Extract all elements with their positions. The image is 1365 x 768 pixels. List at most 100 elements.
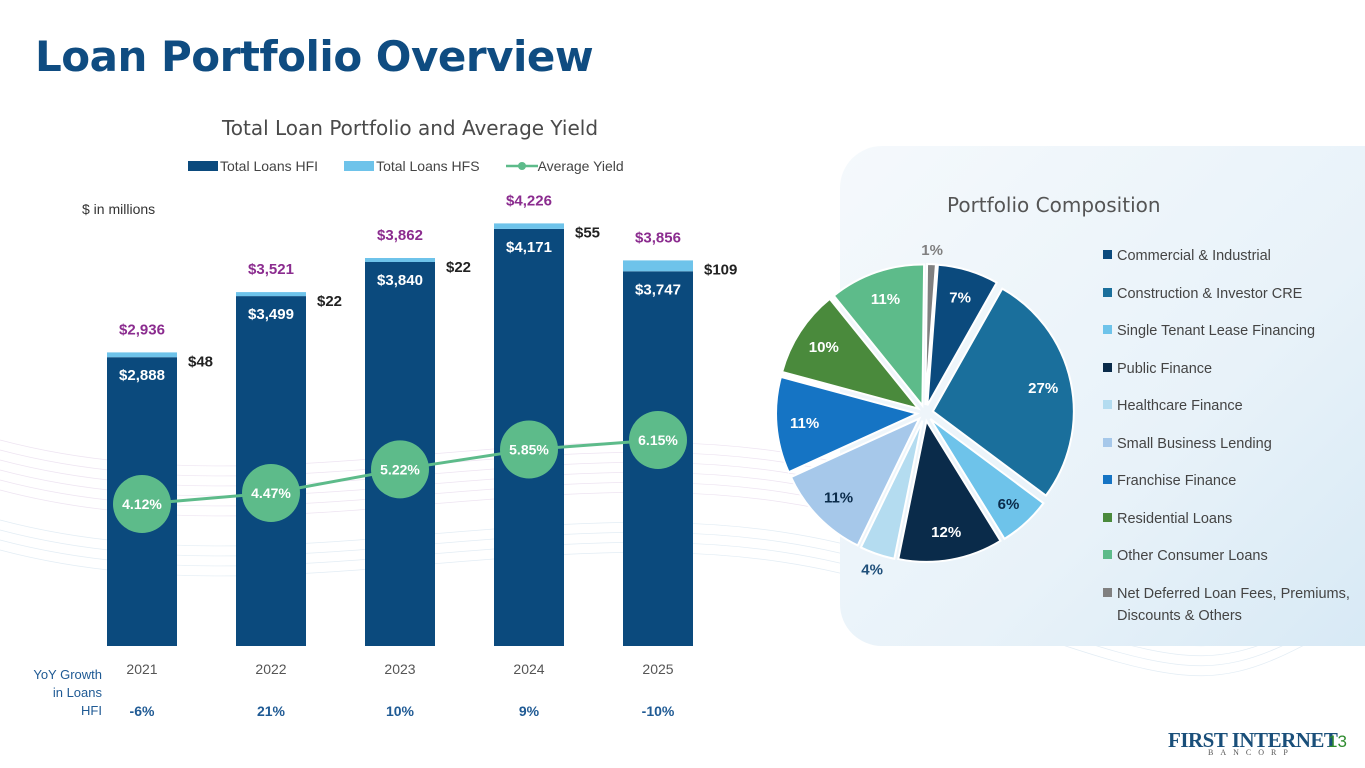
yield-label-2023: 5.22% <box>380 461 420 477</box>
pie-legend-swatch-other-consumer-loans <box>1103 550 1112 559</box>
yield-point-2024 <box>500 420 558 479</box>
pie-legend-label-commercial-industrial: Commercial & Industrial <box>1117 248 1271 264</box>
pie-slice-healthcare-finance <box>859 420 924 560</box>
yield-label-2022: 4.47% <box>251 485 291 501</box>
yoy-growth-label: YoY Growth in Loans HFI <box>33 667 102 718</box>
pie-slice-commercial-industrial <box>926 263 999 406</box>
bar-hfi-label-2025: $3,747 <box>635 281 681 298</box>
legend-label-hfs: Total Loans HFS <box>376 158 480 174</box>
pie-legend-label-construction-investor-cre: Construction & Investor CRE <box>1117 285 1303 302</box>
pie-label-public-finance: 12% <box>931 524 961 541</box>
pie-slice-net-deferred-loan-fees-premiums-discounts-others <box>924 263 937 406</box>
yoy-growth-2021: -6% <box>130 703 155 719</box>
page-title: Loan Portfolio Overview <box>35 32 594 81</box>
bar-total-label-2024: $4,226 <box>506 192 552 209</box>
pie-label-small-business-lending: 11% <box>824 489 853 506</box>
bar-total-label-2025: $3,856 <box>635 229 681 246</box>
logo-text: FIRST INTERNET <box>1168 728 1338 752</box>
pie-slice-residential-loans <box>780 297 922 411</box>
legend-label-yield: Average Yield <box>537 158 624 174</box>
legend-label-hfi: Total Loans HFI <box>220 158 319 174</box>
legend-swatch-hfs <box>344 161 375 171</box>
bar-hfs-2025 <box>623 260 693 272</box>
yoy-growth-2022: 21% <box>257 703 286 719</box>
pie-legend-label-small-business-lending: Small Business Lending <box>1117 435 1272 452</box>
pie-slice-single-tenant-lease-financing <box>929 418 1045 541</box>
yield-label-2025: 6.15% <box>638 432 678 448</box>
bar-hfi-label-2022: $3,499 <box>248 306 294 323</box>
yield-point-2023 <box>371 440 429 499</box>
yield-point-2022 <box>242 463 300 522</box>
x-tick-2023: 2023 <box>384 661 415 677</box>
bar-hfs-label-2025: $109 <box>704 261 737 278</box>
bar-hfs-2022 <box>236 292 306 297</box>
page-number: 13 <box>1328 732 1347 751</box>
pie-legend-label-other-consumer-loans: Other Consumer Loans <box>1117 548 1268 564</box>
pie-slice-public-finance <box>897 418 1002 563</box>
pie-legend-label-net-deferred-loan-fees-premiums-discounts-others: Net Deferred Loan Fees, Premiums, Discou… <box>1117 585 1350 624</box>
pie-slice-small-business-lending <box>789 416 922 547</box>
yield-point-2025 <box>629 411 687 469</box>
bar-hfs-2024 <box>494 223 564 229</box>
bar-hfs-label-2023: $22 <box>446 259 471 276</box>
pie-legend-label-public-finance: Public Finance <box>1117 360 1213 377</box>
legend-swatch-hfi <box>188 161 218 171</box>
bar-hfs-label-2024: $55 <box>575 224 600 241</box>
bar-hfi-label-2023: $3,840 <box>377 272 423 289</box>
x-tick-2022: 2022 <box>255 661 286 677</box>
company-logo: FIRST INTERNET BANCORP <box>1168 728 1338 757</box>
legend-item-hfs: Total Loans HFS <box>344 158 480 174</box>
bar-hfs-label-2022: $22 <box>317 293 342 310</box>
bar-hfi-label-2024: $4,171 <box>506 239 552 256</box>
yield-point-2021 <box>113 475 171 533</box>
pie-legend-swatch-commercial-industrial <box>1103 250 1112 259</box>
bar-hfs-2023 <box>365 258 435 262</box>
bar-chart-legend: Total Loans HFI Total Loans HFS Average … <box>188 158 650 174</box>
pie-legend-swatch-residential-loans <box>1103 512 1112 522</box>
bar-total-label-2022: $3,521 <box>248 261 294 278</box>
yield-label-2021: 4.12% <box>122 496 162 512</box>
pie-legend-swatch-healthcare-finance <box>1103 400 1112 409</box>
pie-label-single-tenant-lease-financing: 6% <box>998 496 1020 513</box>
pie-legend-label-franchise-finance: Franchise Finance <box>1117 473 1237 489</box>
x-tick-2024: 2024 <box>513 661 544 677</box>
pie-label-commercial-industrial: 7% <box>949 289 971 306</box>
pie-label-franchise-finance: 11% <box>790 415 819 432</box>
pie-chart-title: Portfolio Composition <box>947 193 1161 217</box>
yoy-growth-2023: 10% <box>386 703 415 719</box>
bar-hfs-label-2021: $48 <box>188 353 213 370</box>
pie-slice-construction-investor-cre <box>931 287 1075 498</box>
pie-legend-label-residential-loans: Residential Loans <box>1117 510 1233 527</box>
yoy-growth-2024: 9% <box>519 703 540 719</box>
legend-swatch-yield <box>505 162 538 170</box>
bar-chart-title: Total Loan Portfolio and Average Yield <box>221 116 599 140</box>
x-tick-2021: 2021 <box>126 661 157 677</box>
pie-label-construction-investor-cre: 27% <box>1028 380 1058 397</box>
pie-slice-other-consumer-loans <box>832 263 926 409</box>
bar-total-label-2021: $2,936 <box>119 321 165 338</box>
pie-label-other-consumer-loans: 11% <box>871 291 900 308</box>
pie-legend-swatch-public-finance <box>1103 362 1112 372</box>
pie-legend-swatch-construction-investor-cre <box>1103 287 1112 297</box>
legend-item-hfi: Total Loans HFI <box>188 158 318 174</box>
pie-slice-franchise-finance <box>775 375 920 474</box>
x-tick-2025: 2025 <box>642 661 673 677</box>
legend-item-yield: Average Yield <box>505 158 624 174</box>
pie-label-healthcare-finance: 4% <box>861 561 883 578</box>
pie-legend-swatch-net-deferred-loan-fees-premiums-discounts-others <box>1103 587 1112 597</box>
pie-legend-label-healthcare-finance: Healthcare Finance <box>1117 398 1243 414</box>
yoy-growth-2025: -10% <box>642 703 675 719</box>
pie-legend-swatch-single-tenant-lease-financing <box>1103 325 1112 334</box>
pie-label-residential-loans: 10% <box>809 339 839 356</box>
pie-label-net-deferred-loan-fees-premiums-discounts-others: 1% <box>921 242 943 259</box>
pie-legend-swatch-small-business-lending <box>1103 437 1112 447</box>
bar-hfi-label-2021: $2,888 <box>119 367 165 384</box>
pie-legend-label-single-tenant-lease-financing: Single Tenant Lease Financing <box>1117 323 1316 339</box>
pie-legend-swatch-franchise-finance <box>1103 475 1112 484</box>
bar-total-label-2023: $3,862 <box>377 227 423 244</box>
logo-subtext: BANCORP <box>1208 748 1295 757</box>
units-note: $ in millions <box>82 201 156 217</box>
yield-label-2024: 5.85% <box>509 441 549 457</box>
